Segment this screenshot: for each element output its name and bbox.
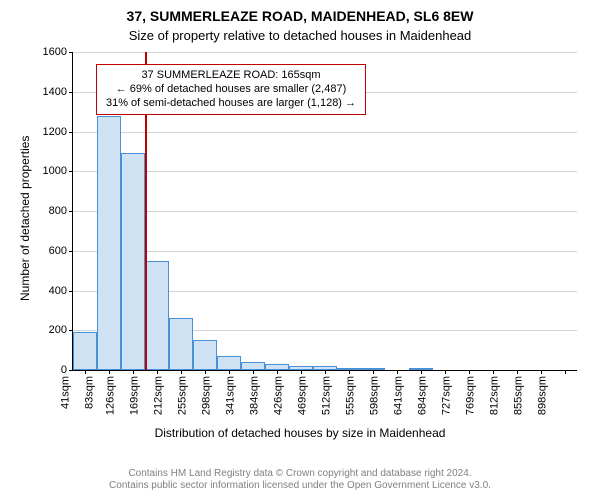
footer-line-2: Contains public sector information licen… [109, 480, 491, 491]
x-tick-label: 126sqm [104, 370, 116, 415]
chart-subtitle: Size of property relative to detached ho… [0, 28, 600, 43]
x-tick-label: 169sqm [128, 370, 140, 415]
histogram-bar [97, 116, 121, 370]
gridline [73, 211, 577, 212]
x-tick-mark [565, 370, 566, 374]
x-tick-label: 298sqm [200, 370, 212, 415]
y-tick-label: 200 [49, 324, 73, 336]
x-tick-label: 469sqm [296, 370, 308, 415]
gridline [73, 171, 577, 172]
x-tick-label: 83sqm [83, 370, 95, 409]
x-tick-label: 727sqm [440, 370, 452, 415]
gridline [73, 251, 577, 252]
property-annotation-box: 37 SUMMERLEAZE ROAD: 165sqm← 69% of deta… [96, 64, 366, 115]
x-tick-label: 41sqm [59, 370, 71, 409]
y-tick-label: 1400 [43, 86, 73, 98]
y-tick-label: 400 [49, 285, 73, 297]
x-tick-label: 212sqm [152, 370, 164, 415]
y-tick-label: 1600 [43, 46, 73, 58]
x-tick-label: 384sqm [248, 370, 260, 415]
histogram-bar [121, 153, 145, 370]
x-tick-label: 769sqm [464, 370, 476, 415]
x-tick-label: 641sqm [392, 370, 404, 415]
histogram-bar [73, 332, 97, 370]
x-axis-label: Distribution of detached houses by size … [0, 426, 600, 440]
y-tick-label: 1000 [43, 165, 73, 177]
histogram-bar [193, 340, 217, 370]
histogram-bar [217, 356, 241, 370]
histogram-bar [169, 318, 193, 370]
gridline [73, 52, 577, 53]
x-tick-label: 555sqm [344, 370, 356, 415]
y-axis-label: Number of detached properties [18, 136, 32, 301]
chart-address-title: 37, SUMMERLEAZE ROAD, MAIDENHEAD, SL6 8E… [0, 8, 600, 24]
x-tick-label: 684sqm [416, 370, 428, 415]
x-tick-label: 341sqm [224, 370, 236, 415]
histogram-bar [145, 261, 169, 370]
y-tick-label: 600 [49, 245, 73, 257]
x-tick-label: 855sqm [512, 370, 524, 415]
histogram-bar [241, 362, 265, 370]
footer-line-1: Contains HM Land Registry data © Crown c… [128, 468, 471, 479]
attribution-footer: Contains HM Land Registry data © Crown c… [0, 468, 600, 492]
annotation-line: 37 SUMMERLEAZE ROAD: 165sqm [103, 69, 359, 83]
x-tick-label: 426sqm [272, 370, 284, 415]
gridline [73, 132, 577, 133]
annotation-line: 31% of semi-detached houses are larger (… [103, 97, 359, 111]
annotation-line: ← 69% of detached houses are smaller (2,… [103, 83, 359, 97]
x-tick-label: 255sqm [176, 370, 188, 415]
x-tick-label: 512sqm [320, 370, 332, 415]
x-tick-label: 812sqm [488, 370, 500, 415]
x-tick-label: 598sqm [368, 370, 380, 415]
x-tick-label: 898sqm [536, 370, 548, 415]
y-tick-label: 800 [49, 205, 73, 217]
y-tick-label: 1200 [43, 126, 73, 138]
